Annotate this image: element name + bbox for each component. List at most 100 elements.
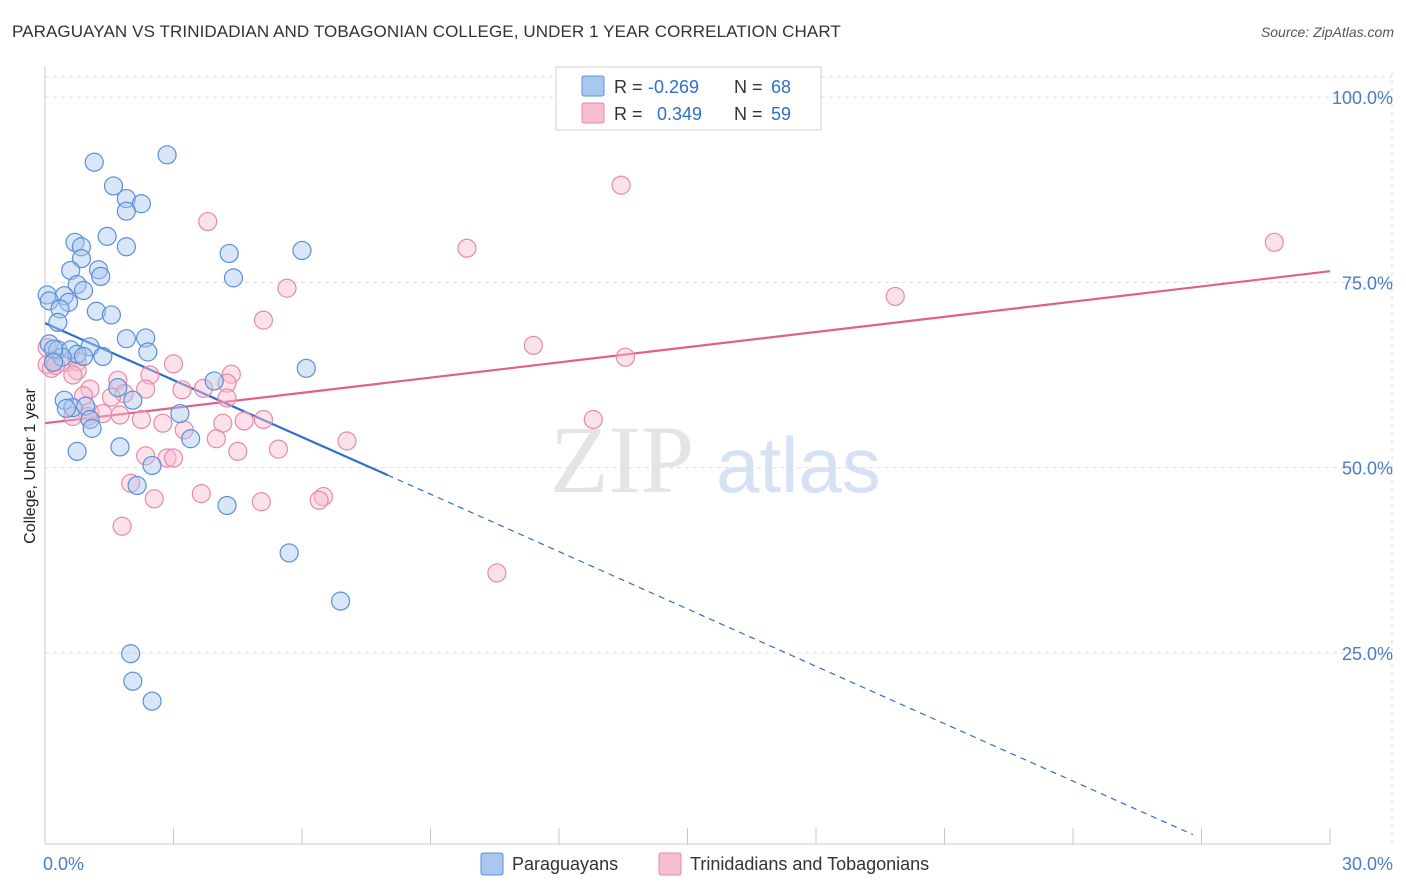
point-paraguayans	[217, 495, 237, 516]
point-paraguayans	[84, 152, 104, 172]
point-paraguayans	[292, 240, 312, 261]
legend-r-value-paraguayans: -0.269	[648, 77, 699, 97]
point-trinidadians	[163, 448, 184, 468]
point-paraguayans	[56, 398, 77, 418]
point-trinidadians	[198, 211, 218, 232]
point-paraguayans	[61, 260, 81, 281]
bottom-legend-trinidadians: Trinidadians and Tobagonians	[690, 854, 929, 874]
series-legend: Paraguayans Trinidadians and Tobagonians	[480, 852, 929, 876]
point-trinidadians	[110, 405, 130, 425]
point-paraguayans	[73, 280, 94, 301]
point-paraguayans	[48, 312, 68, 332]
point-paraguayans	[127, 475, 147, 496]
bottom-legend-swatch-trinidadians	[658, 852, 682, 876]
point-paraguayans	[71, 249, 92, 269]
point-paraguayans	[142, 691, 162, 711]
chart-title: PARAGUAYAN VS TRINIDADIAN AND TOBAGONIAN…	[12, 22, 841, 41]
point-paraguayans	[296, 358, 316, 378]
point-paraguayans	[116, 329, 136, 349]
point-trinidadians	[172, 380, 192, 400]
point-paraguayans	[91, 266, 111, 287]
point-trinidadians	[217, 388, 237, 408]
point-trinidadians	[615, 347, 635, 367]
point-paraguayans	[181, 429, 201, 449]
point-trinidadians	[63, 365, 83, 385]
point-paraguayans	[116, 237, 136, 257]
point-trinidadians	[193, 378, 214, 398]
tick-labels: 25.0% 50.0% 75.0% 100.0% 0.0% 30.0%	[43, 88, 1393, 874]
point-trinidadians	[136, 446, 156, 466]
point-paraguayans	[136, 328, 156, 348]
legend-r-label: R =	[614, 77, 643, 97]
point-trinidadians	[611, 175, 631, 195]
axes	[44, 66, 1331, 845]
point-trinidadians	[1264, 232, 1284, 252]
point-paraguayans	[170, 403, 190, 424]
point-trinidadians	[221, 364, 241, 384]
point-paraguayans	[116, 201, 136, 221]
point-paraguayans	[93, 346, 113, 367]
bottom-legend-swatch-paraguayans	[480, 852, 504, 876]
point-paraguayans	[123, 390, 143, 410]
point-trinidadians	[163, 354, 184, 374]
series-trinidadians-points	[37, 175, 1284, 583]
point-paraguayans	[330, 591, 351, 611]
point-paraguayans	[86, 301, 107, 321]
point-trinidadians	[885, 286, 905, 307]
point-trinidadians	[112, 516, 132, 536]
point-paraguayans	[142, 455, 162, 476]
trend-line-paraguayans-extension	[387, 474, 1194, 836]
trend-line-trinidadians	[44, 270, 1331, 425]
point-trinidadians	[337, 431, 357, 451]
point-paraguayans	[138, 342, 158, 362]
point-paraguayans	[219, 243, 239, 264]
y-tick-label: 100.0%	[1332, 88, 1393, 108]
y-axis-label: College, Under 1 year	[22, 388, 39, 544]
point-trinidadians	[206, 429, 226, 449]
legend-n-label: N =	[734, 104, 763, 124]
trend-line-paraguayans	[44, 322, 389, 477]
watermark-atlas: atlas	[716, 421, 881, 509]
point-trinidadians	[153, 413, 173, 433]
point-paraguayans	[39, 291, 59, 311]
x-tick-label: 0.0%	[43, 854, 84, 874]
point-trinidadians	[268, 439, 289, 459]
watermark-zip: ZIP	[550, 406, 694, 513]
legend-n-value-trinidadians: 59	[771, 104, 791, 124]
point-trinidadians	[234, 411, 254, 431]
point-paraguayans	[73, 346, 94, 367]
point-paraguayans	[108, 378, 128, 398]
point-paraguayans	[121, 644, 141, 664]
point-paraguayans	[43, 352, 64, 372]
point-paraguayans	[110, 437, 130, 457]
legend-n-value-paraguayans: 68	[771, 77, 791, 97]
legend-n-label: N =	[734, 77, 763, 97]
trend-lines	[44, 270, 1331, 836]
point-paraguayans	[82, 418, 102, 438]
y-tick-label: 50.0%	[1342, 459, 1393, 479]
point-trinidadians	[457, 238, 477, 258]
point-trinidadians	[277, 278, 297, 298]
source-label: Source: ZipAtlas.com	[1260, 24, 1394, 40]
point-trinidadians	[583, 409, 603, 430]
y-tick-label: 75.0%	[1342, 273, 1393, 293]
point-paraguayans	[67, 441, 87, 461]
point-paraguayans	[157, 145, 177, 165]
point-paraguayans	[123, 671, 143, 691]
point-trinidadians	[251, 492, 271, 512]
point-trinidadians	[253, 409, 274, 430]
point-trinidadians	[228, 441, 248, 461]
point-paraguayans	[43, 339, 64, 359]
legend-r-label: R =	[614, 104, 643, 124]
point-trinidadians	[191, 484, 211, 504]
point-trinidadians	[253, 310, 274, 330]
point-paraguayans	[103, 176, 124, 196]
x-tick-label: 30.0%	[1342, 854, 1393, 874]
point-trinidadians	[309, 490, 329, 510]
point-paraguayans	[279, 543, 299, 563]
point-trinidadians	[487, 563, 507, 583]
correlation-legend: R = -0.269 N = 68 R = 0.349 N = 59	[555, 66, 822, 131]
legend-swatch-trinidadians	[581, 102, 605, 124]
point-paraguayans	[223, 268, 244, 288]
